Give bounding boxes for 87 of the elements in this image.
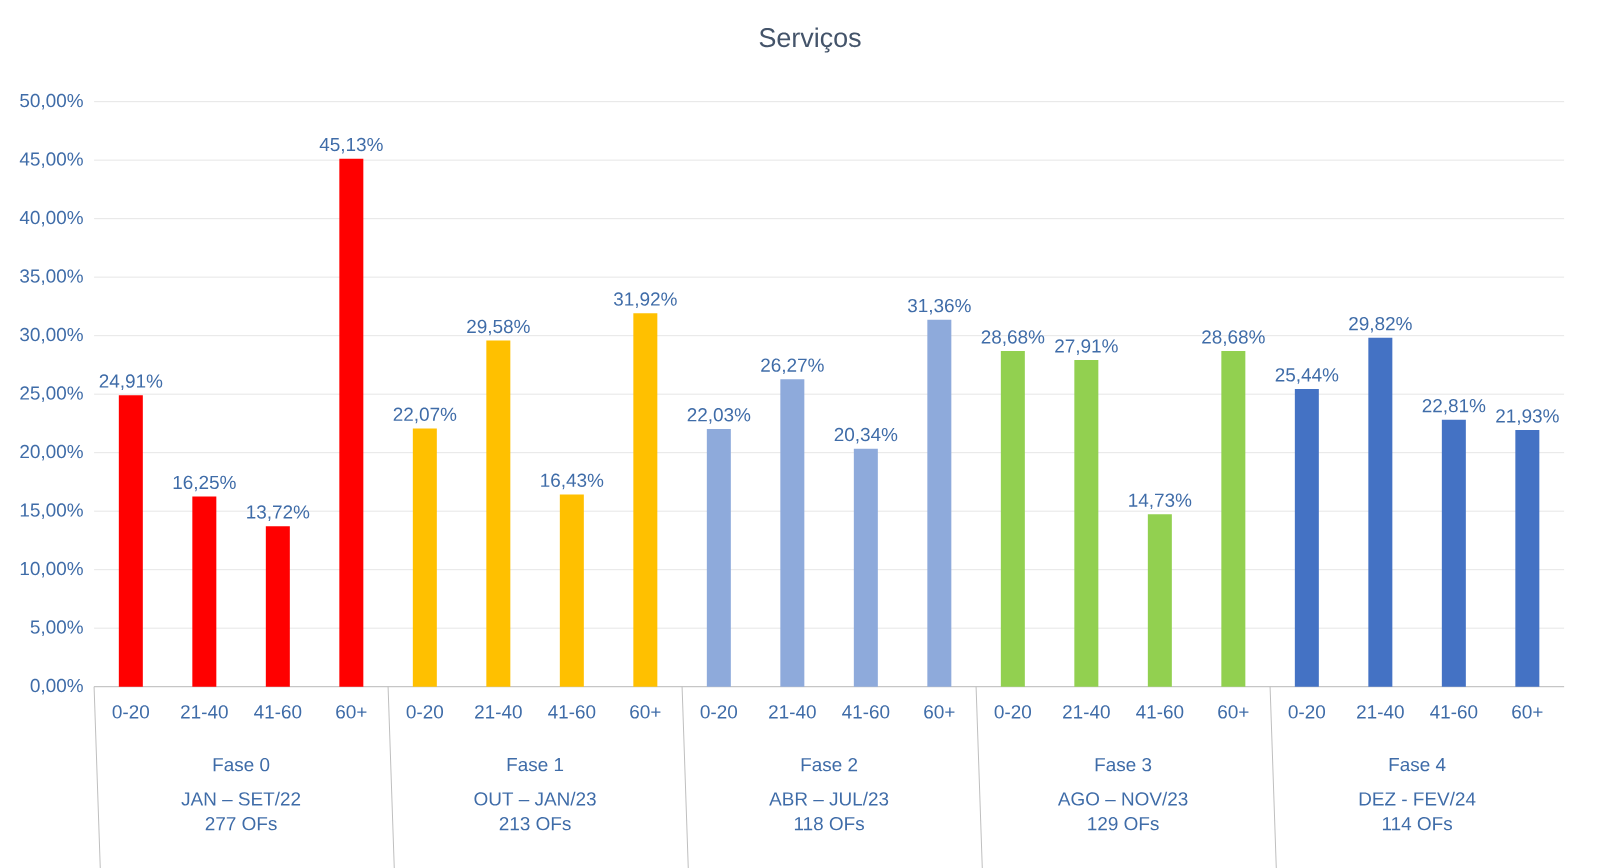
bar [118,395,143,687]
text: OUT – JAN/23 [474,791,596,806]
y-tick-label: 5,00% [30,620,83,636]
x-tick-label: 0-20 [1288,705,1326,719]
bar [486,340,511,687]
bar [780,379,805,687]
bar [412,428,437,687]
y-tick-label: 20,00% [20,444,83,461]
bar [192,496,217,687]
x-tick-label: 0-20 [700,705,738,719]
data-label: 31,36% [907,298,971,315]
x-tick-label: 60+ [630,705,661,719]
bar [706,428,731,687]
text: AGO – NOV/23 [1057,791,1188,806]
bar [633,313,658,687]
data-label: 21,93% [1496,409,1559,425]
data-label: 16,25% [173,475,236,492]
data-label: 16,43% [541,473,604,490]
data-label: 26,27% [761,358,824,375]
text: JAN – SET/22 [181,791,301,806]
text: 118 OFs [794,816,864,831]
y-tick-label: 15,00% [20,503,83,519]
text: 114 OFs [1382,816,1452,831]
text: Fase 1 [507,758,564,772]
data-label: 28,68% [1202,330,1265,346]
bar [853,448,878,687]
x-tick-label: 60+ [924,705,955,719]
x-tick-label: 0-20 [994,705,1032,719]
data-label: 22,81% [1422,398,1486,415]
bar [265,526,290,687]
data-label: 22,07% [393,407,457,424]
text: Fase 2 [801,757,858,772]
x-tick-label: 21-40 [181,705,228,719]
x-tick-label: 0-20 [112,705,150,719]
y-tick-label: 30,00% [20,327,83,344]
x-tick-label: 41-60 [1136,705,1184,719]
bar [927,319,952,687]
bar [559,494,584,687]
data-label: 27,91% [1055,339,1118,355]
bar [1441,419,1466,687]
data-label: 29,58% [467,319,530,336]
y-tick-label: 50,00% [20,93,83,110]
x-tick-label: 60+ [336,705,367,719]
text: Fase 3 [1095,757,1152,772]
x-tick-label: 0-20 [406,705,444,719]
data-label: 13,72% [247,505,310,521]
text: ABR – JUL/23 [769,791,889,806]
text: Fase 0 [213,757,270,772]
y-tick-label: 45,00% [19,152,83,168]
bar [339,158,364,687]
y-tick-label: 10,00% [20,561,83,578]
data-label: 31,92% [613,292,677,308]
x-tick-label: 21-40 [475,705,522,719]
x-tick-label: 41-60 [842,705,890,719]
y-tick-label: 25,00% [20,386,83,402]
x-tick-label: 60+ [1218,705,1249,719]
text: 213 OFs [499,816,571,831]
data-label: 25,44% [1275,368,1339,384]
chart-title: Serviços [759,27,861,53]
data-label: 22,03% [687,408,751,424]
data-label: 45,13% [319,137,383,154]
bar [1147,514,1172,687]
x-tick-label: 60+ [1512,705,1543,719]
bar [1294,389,1319,687]
bar [1515,430,1540,687]
y-tick-label: 0,00% [30,678,83,695]
data-label: 28,68% [981,330,1045,346]
x-tick-label: 21-40 [1063,705,1110,719]
bar [1221,351,1246,687]
y-tick-label: 40,00% [19,210,83,227]
bar [1368,337,1393,687]
text: 277 OFs [205,816,277,831]
x-tick-label: 41-60 [254,705,302,719]
bar [1074,360,1099,687]
data-label: 14,73% [1129,493,1192,510]
text: Fase 4 [1389,758,1446,772]
data-label: 29,82% [1349,316,1412,333]
data-label: 20,34% [834,427,898,444]
text: DEZ - FEV/24 [1359,791,1476,806]
text: 129 OFs [1088,816,1159,831]
x-tick-label: 41-60 [548,705,596,719]
x-tick-label: 21-40 [769,705,816,719]
bar [1000,351,1025,687]
x-tick-label: 21-40 [1357,705,1404,719]
y-tick-label: 35,00% [20,269,83,285]
data-label: 24,91% [99,374,163,391]
x-tick-label: 41-60 [1430,705,1478,719]
